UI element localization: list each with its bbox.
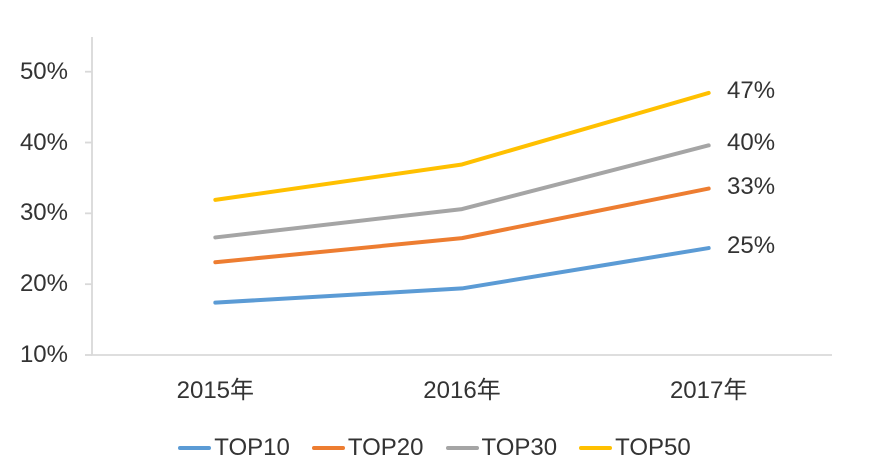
legend-item-top50: TOP50 — [579, 434, 691, 462]
legend-item-top10: TOP10 — [178, 434, 290, 462]
data-label-top50: 47% — [727, 76, 776, 104]
legend-label: TOP10 — [214, 434, 290, 461]
legend-item-top20: TOP20 — [311, 434, 424, 462]
y-axis-tick-label: 30% — [19, 199, 68, 227]
data-label-top10: 25% — [727, 232, 776, 260]
legend-line-swatch — [311, 445, 345, 451]
legend-label: TOP20 — [347, 434, 424, 461]
y-axis-tick-label: 20% — [19, 270, 68, 298]
y-axis-tick-label: 50% — [19, 57, 68, 85]
x-axis-label: 2017年 — [669, 377, 748, 404]
y-axis-tick-label: 40% — [19, 128, 68, 156]
x-axis-label: 2015年 — [176, 377, 255, 404]
legend-label: TOP50 — [615, 434, 691, 461]
y-axis-tick-label: 10% — [19, 341, 68, 368]
legend-line-swatch — [178, 445, 212, 451]
legend-label: TOP30 — [481, 434, 558, 461]
legend-item-top30: TOP30 — [445, 434, 558, 462]
legend-line-swatch — [445, 445, 479, 451]
legend-line-swatch — [579, 445, 613, 451]
x-axis-label: 2016年 — [423, 377, 501, 404]
data-label-top30: 40% — [727, 129, 776, 157]
data-label-top20: 33% — [727, 172, 776, 200]
legend: TOP10 TOP20 TOP30 TOP50 — [0, 433, 869, 463]
